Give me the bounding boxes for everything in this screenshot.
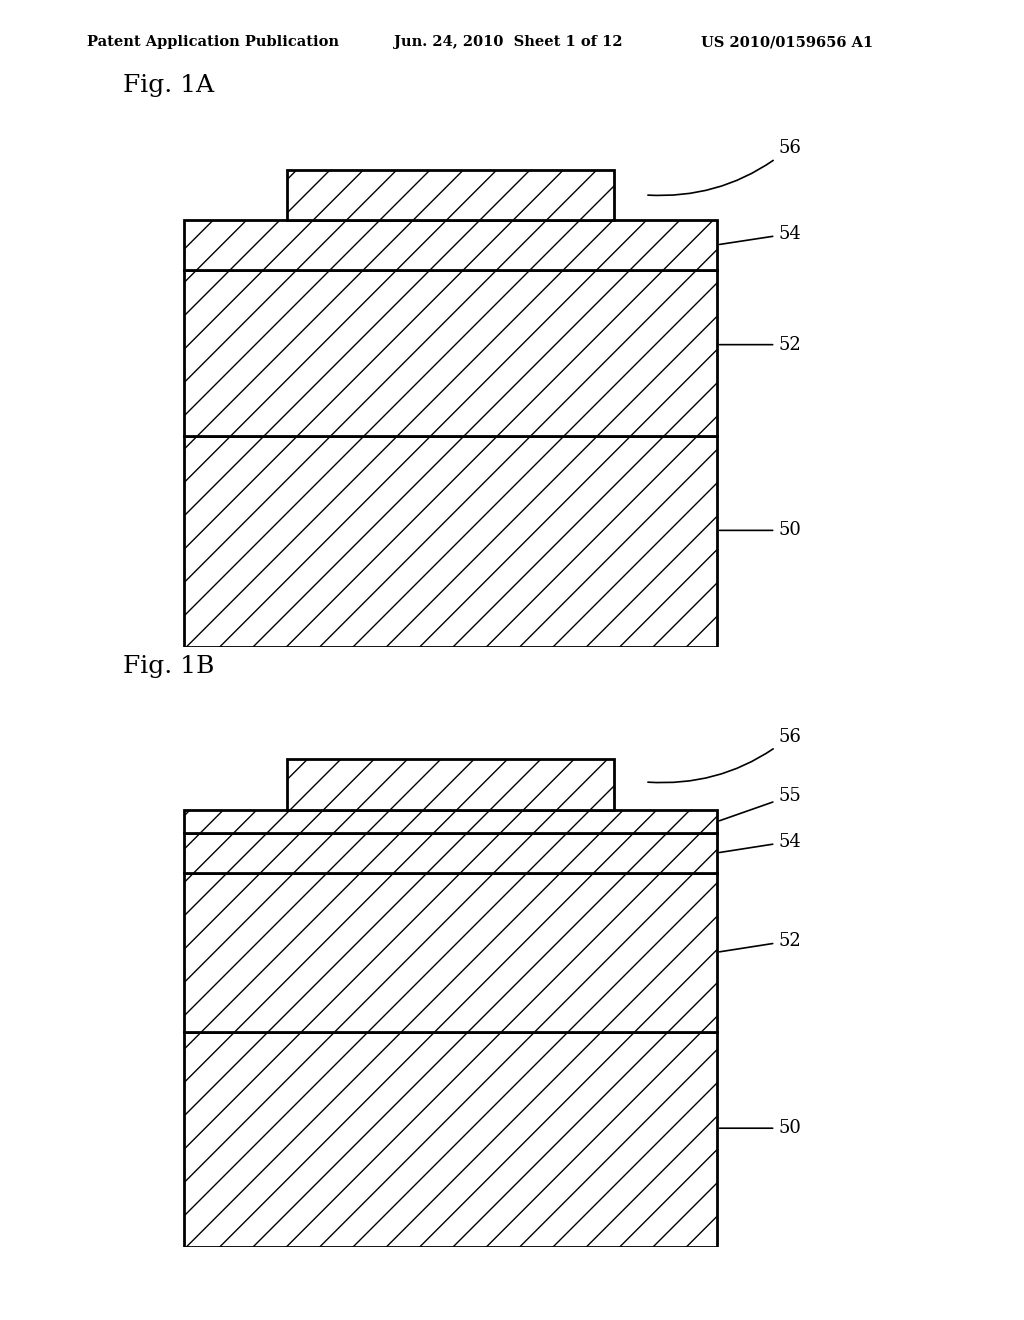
Bar [184,810,717,833]
Text: Fig. 1A: Fig. 1A [123,74,214,98]
Text: 56: 56 [648,727,801,783]
Text: US 2010/0159656 A1: US 2010/0159656 A1 [701,36,873,49]
Bar [184,1032,717,1247]
Bar [184,220,717,269]
Text: Jun. 24, 2010  Sheet 1 of 12: Jun. 24, 2010 Sheet 1 of 12 [394,36,623,49]
Text: 52: 52 [720,335,801,354]
Bar [184,269,717,436]
Bar [287,170,614,220]
Bar [184,436,717,647]
Text: 55: 55 [720,787,801,821]
Text: 50: 50 [720,521,801,540]
Text: 52: 52 [720,932,801,952]
Text: Patent Application Publication: Patent Application Publication [87,36,339,49]
Text: Fig. 1B: Fig. 1B [123,655,214,678]
Bar [287,759,614,810]
Text: 50: 50 [720,1119,801,1138]
Text: 54: 54 [720,833,801,853]
Text: 56: 56 [648,139,801,195]
Bar [184,873,717,1032]
Text: 54: 54 [720,224,801,244]
Bar [184,833,717,873]
